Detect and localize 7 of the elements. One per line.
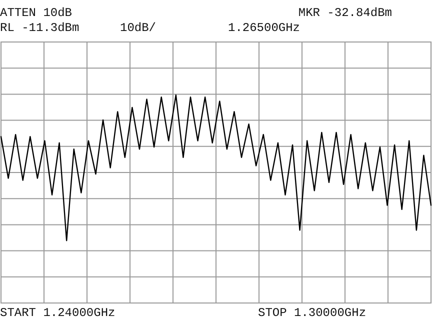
text: ATTEN 10dB bbox=[0, 6, 72, 20]
text: MKR -32.84dBm bbox=[298, 6, 392, 20]
text: 10dB/ bbox=[120, 21, 156, 35]
text: STOP 1.30000GHz bbox=[258, 306, 366, 320]
text: START 1.24000GHz bbox=[0, 306, 116, 320]
text: 1.26500GHz bbox=[228, 21, 300, 35]
text: RL -11.3dBm bbox=[0, 21, 80, 35]
